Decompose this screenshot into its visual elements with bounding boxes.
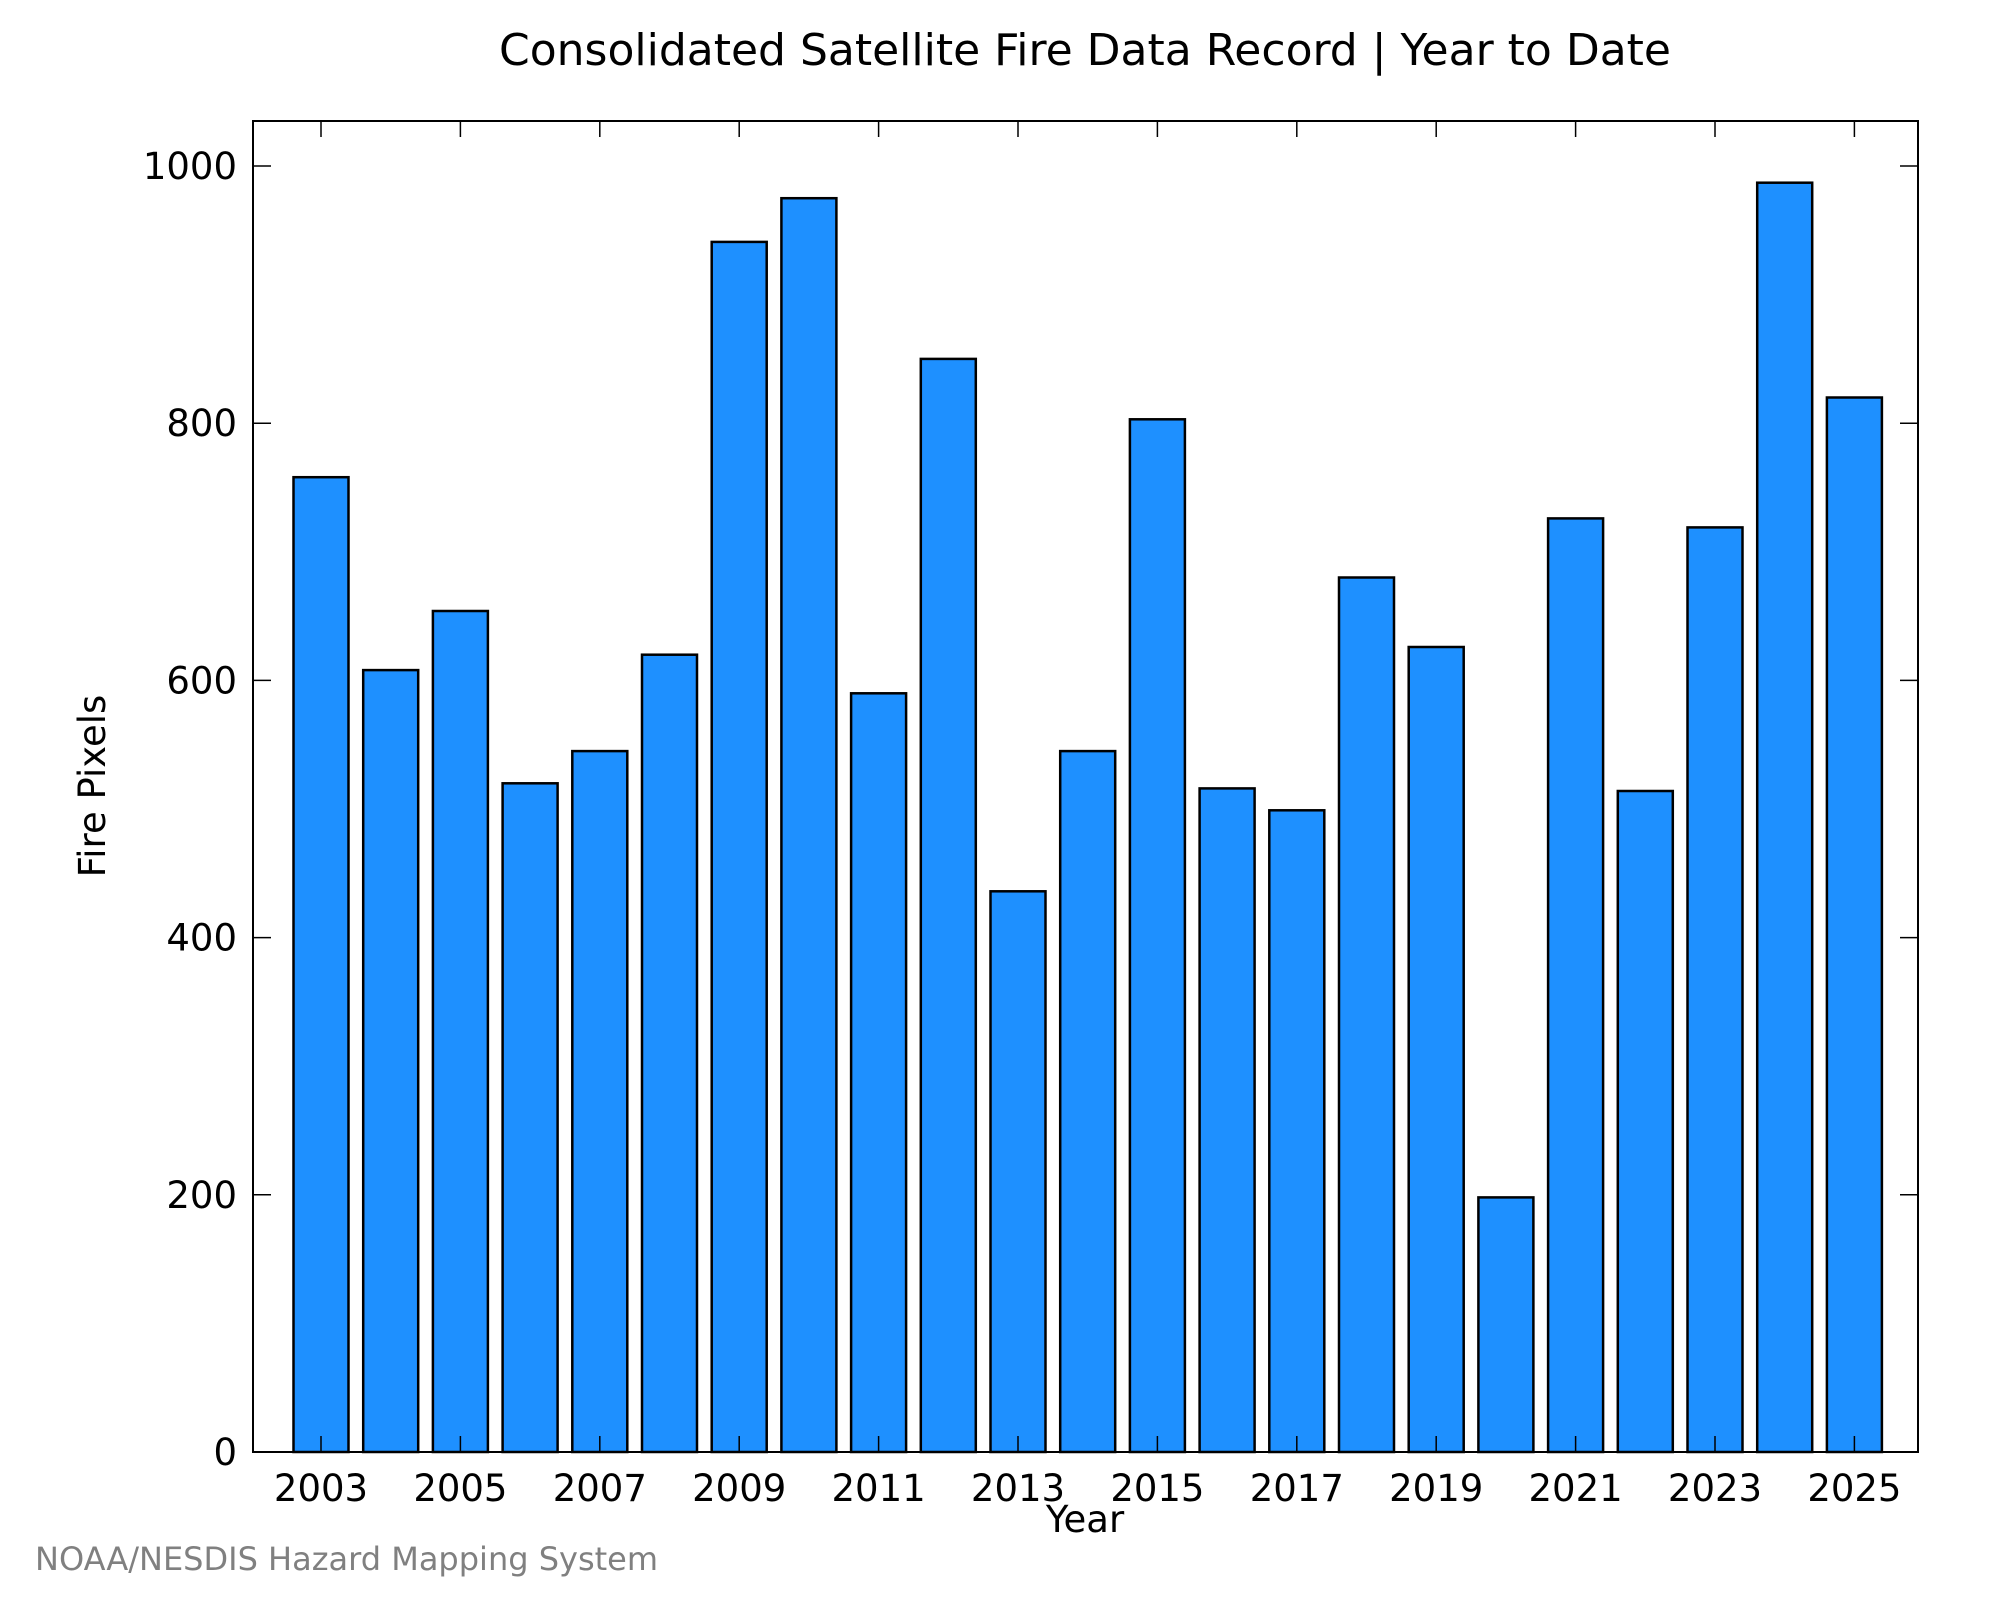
x-tick-label: 2023 (1668, 1467, 1762, 1510)
y-tick-label: 600 (166, 659, 237, 702)
x-tick-label: 2017 (1250, 1467, 1344, 1510)
bar-2023 (1686, 526, 1744, 1454)
x-tick-label: 2019 (1389, 1467, 1483, 1510)
y-tick-label: 1000 (143, 145, 237, 188)
bar-2005 (431, 609, 490, 1454)
bar-2012 (919, 357, 978, 1454)
bar-2004 (361, 668, 420, 1454)
chart-title: Consolidated Satellite Fire Data Record … (499, 25, 1671, 76)
source-credit: NOAA/NESDIS Hazard Mapping System (35, 1540, 659, 1578)
bar-2015 (1128, 418, 1187, 1454)
bar-2025 (1825, 396, 1884, 1454)
x-tick-label: 2025 (1807, 1467, 1901, 1510)
bar-2017 (1268, 809, 1326, 1454)
x-tick-label: 2015 (1110, 1467, 1204, 1510)
bar-2003 (292, 475, 350, 1454)
x-tick-label: 2011 (832, 1467, 926, 1510)
bar-2014 (1058, 749, 1117, 1454)
y-tick-label: 800 (166, 402, 237, 445)
bar-2021 (1546, 517, 1605, 1454)
y-tick-label: 200 (166, 1174, 237, 1217)
x-tick-label: 2021 (1529, 1467, 1623, 1510)
bar-2018 (1337, 576, 1396, 1454)
bar-2019 (1407, 645, 1465, 1454)
axis-ticks: 0 200 400 600 800 1000 2003 2005 2007 2009 2011 201… (143, 121, 1918, 1510)
bar-2010 (780, 196, 838, 1454)
x-tick-label: 2007 (553, 1467, 647, 1510)
bar-2024 (1755, 181, 1814, 1454)
bar-2009 (710, 240, 768, 1454)
bar-2013 (989, 890, 1047, 1454)
plot-frame (252, 120, 1919, 1453)
bar-2020 (1477, 1196, 1535, 1454)
y-axis-label: Fire Pixels (71, 695, 114, 878)
bar-2008 (640, 653, 699, 1454)
bars-group (292, 181, 1884, 1454)
bar-2022 (1616, 789, 1675, 1454)
x-tick-label: 2009 (692, 1467, 786, 1510)
x-tick-label: 2003 (274, 1467, 368, 1510)
bar-2006 (501, 782, 559, 1454)
x-tick-label: 2013 (971, 1467, 1065, 1510)
bar-2007 (571, 749, 629, 1454)
y-tick-label: 400 (166, 917, 237, 960)
x-tick-label: 2005 (413, 1467, 507, 1510)
y-tick-label: 0 (213, 1431, 237, 1474)
bar-2011 (849, 692, 908, 1454)
x-axis-label: Year (1045, 1498, 1125, 1541)
bar-2016 (1198, 787, 1256, 1454)
